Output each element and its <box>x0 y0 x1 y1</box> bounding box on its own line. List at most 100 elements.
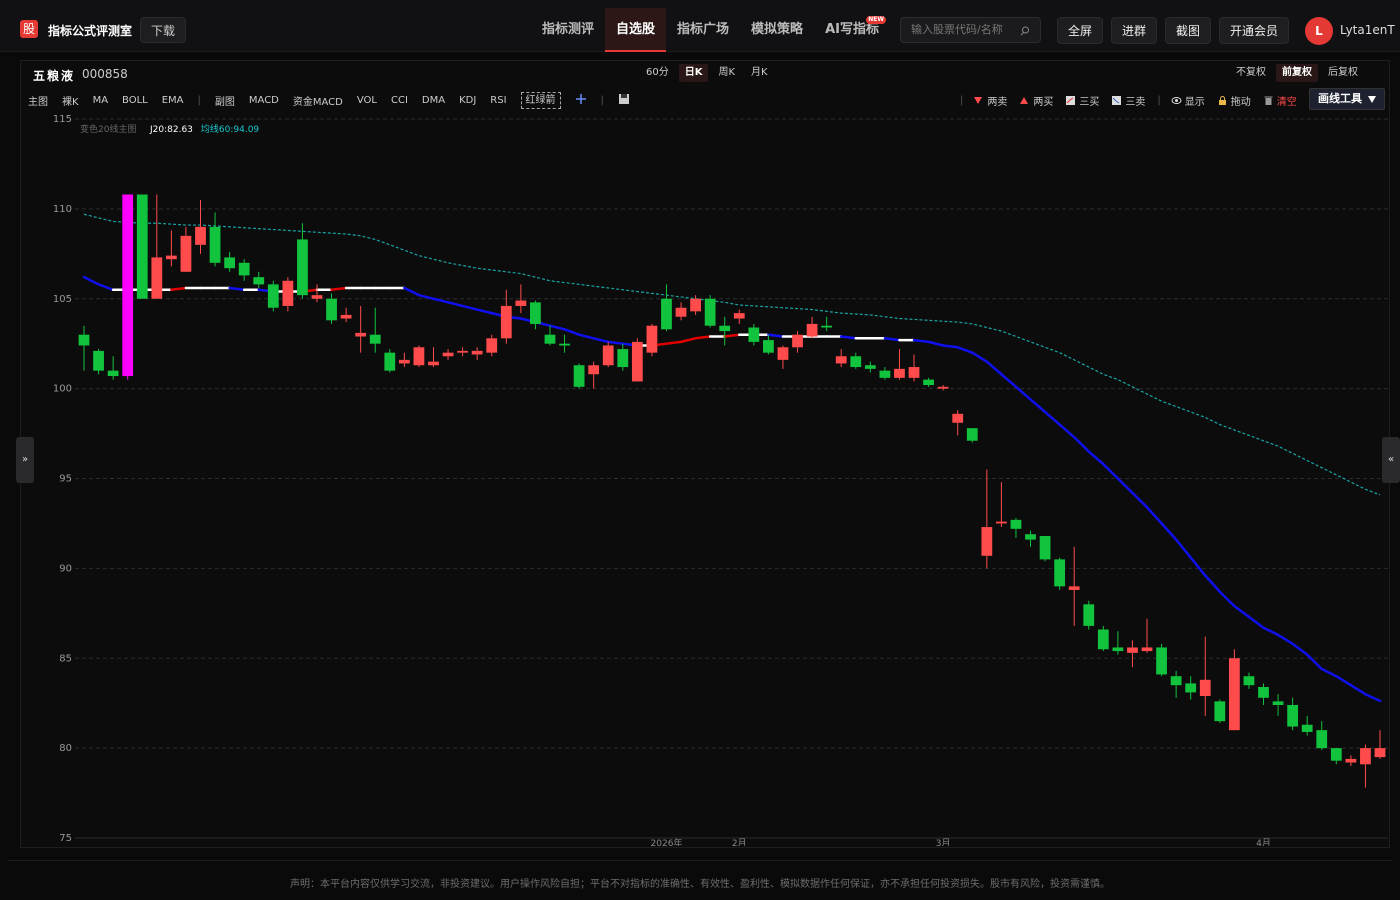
avatar[interactable]: L <box>1305 17 1333 45</box>
candle-body <box>1345 758 1357 763</box>
separator: | <box>1157 94 1161 106</box>
add-button[interactable] <box>575 93 587 108</box>
candle-body <box>1068 586 1080 590</box>
footer-divider <box>8 860 1392 861</box>
top-button[interactable]: 开通会员 <box>1219 17 1290 44</box>
search-icon <box>1020 26 1029 36</box>
candle-body <box>763 340 774 353</box>
candle-body <box>573 365 585 387</box>
sub-indicator[interactable]: CCI <box>390 94 408 106</box>
adjust-tab[interactable]: 前复权 <box>1276 64 1318 82</box>
candle-body <box>515 300 527 306</box>
search-box[interactable]: 输入股票代码/名称 <box>900 17 1041 43</box>
candle-body <box>777 347 789 360</box>
candle-body <box>952 413 964 423</box>
candle-body <box>894 368 905 378</box>
candle-body <box>530 302 541 324</box>
separator: | <box>960 94 964 106</box>
ma-segment <box>1349 683 1367 696</box>
top-button[interactable]: 全屏 <box>1057 17 1104 44</box>
main-indicator[interactable]: BOLL <box>122 94 148 106</box>
nav-item[interactable]: 指标测评 <box>531 8 605 52</box>
nav-label: 自选股 <box>616 22 656 37</box>
nav-item[interactable]: 模拟策略 <box>740 8 814 52</box>
nav-label: 指标广场 <box>677 22 730 37</box>
ma-segment <box>1305 653 1324 671</box>
draw-tool-button[interactable]: 画线工具 <box>1309 88 1385 110</box>
candle-body <box>297 239 308 296</box>
y-tick-label: 100 <box>53 384 72 395</box>
y-tick-label: 80 <box>59 743 72 754</box>
sub-indicator[interactable]: 资金MACD <box>292 96 343 108</box>
candle-body <box>1360 748 1371 765</box>
main-label[interactable]: 主图 <box>28 96 48 108</box>
eye-icon <box>1171 96 1182 104</box>
ma-segment <box>228 286 246 292</box>
signals-item[interactable]: 三卖 <box>1111 93 1145 108</box>
ma-legend: 均线60:94.09 <box>201 123 260 135</box>
app-title: 指标公式评测室 <box>48 24 133 38</box>
right-collapse-handle[interactable]: « <box>1382 437 1400 483</box>
candle-body <box>1010 519 1022 529</box>
candle-body <box>602 345 614 366</box>
candle-body <box>428 361 439 366</box>
candle-body <box>908 367 920 378</box>
sub-indicator[interactable]: DMA <box>421 94 446 106</box>
signals-item[interactable]: 两买 <box>1019 93 1053 108</box>
sub-indicator[interactable]: VOL <box>356 94 377 106</box>
save-icon <box>618 93 629 104</box>
ma-segment <box>1247 615 1265 629</box>
ma-segment <box>1291 642 1309 656</box>
download-button[interactable]: 下载 <box>140 17 187 43</box>
logo[interactable]: 股 <box>20 20 38 38</box>
nav-item[interactable]: 自选股 <box>605 8 667 52</box>
top-button[interactable]: 进群 <box>1111 17 1158 44</box>
candle-body <box>690 298 701 312</box>
nav-label: 指标测评 <box>542 22 595 37</box>
separator: | <box>197 94 201 106</box>
signals-item[interactable]: 两卖 <box>973 93 1007 108</box>
tools-item[interactable]: 拖动 <box>1217 93 1251 108</box>
sub-indicator[interactable]: RSI <box>490 94 507 106</box>
nav-item[interactable]: 指标广场 <box>666 8 740 52</box>
sub-indicator[interactable]: KDJ <box>459 94 477 106</box>
candle-body <box>1258 687 1269 698</box>
up-icon <box>1020 96 1029 104</box>
main-indicator[interactable]: EMA <box>161 94 184 106</box>
periods-tab[interactable]: 周K <box>718 67 736 78</box>
ma-segment <box>985 360 1003 376</box>
adjust-tab[interactable]: 不复权 <box>1236 67 1266 78</box>
periods-tab[interactable]: 日K <box>678 64 709 82</box>
main-indicator[interactable]: MA <box>92 94 109 106</box>
chart-panel <box>20 60 1390 848</box>
candle-body <box>369 334 381 344</box>
ma-line <box>83 213 1381 496</box>
username[interactable]: Lyta1enT <box>1340 23 1395 37</box>
save-button[interactable] <box>618 93 630 108</box>
periods-tab[interactable]: 60分 <box>646 67 669 78</box>
ma-segment <box>1262 626 1280 637</box>
boxed-indicator[interactable]: 红绿箭 <box>520 91 561 109</box>
left-collapse-handle[interactable]: » <box>16 437 34 483</box>
top-button[interactable]: 截图 <box>1165 17 1212 44</box>
sub-label[interactable]: 副图 <box>214 96 235 108</box>
ma-segment <box>912 338 930 344</box>
signals-label: 三卖 <box>1125 96 1146 108</box>
adjust-tab[interactable]: 后复权 <box>1328 67 1358 78</box>
ma-segment <box>1014 385 1032 401</box>
ma-segment <box>1335 674 1353 687</box>
tools-item[interactable]: 清空 <box>1263 93 1297 108</box>
periods-tab[interactable]: 月K <box>751 67 768 78</box>
nav-label: 模拟策略 <box>751 22 804 37</box>
nav-badge: NEW <box>866 16 886 24</box>
main-indicator[interactable]: 裸K <box>62 96 79 108</box>
sub-indicator[interactable]: MACD <box>248 94 279 106</box>
ma-segment <box>563 328 581 336</box>
candle-body <box>413 347 425 366</box>
signals-item[interactable]: 三买 <box>1065 93 1099 108</box>
nav-item[interactable]: AI写指标 NEW <box>814 8 890 52</box>
tools-item[interactable]: 显示 <box>1171 93 1205 108</box>
ma-segment <box>971 351 989 363</box>
candle-body <box>398 359 410 364</box>
